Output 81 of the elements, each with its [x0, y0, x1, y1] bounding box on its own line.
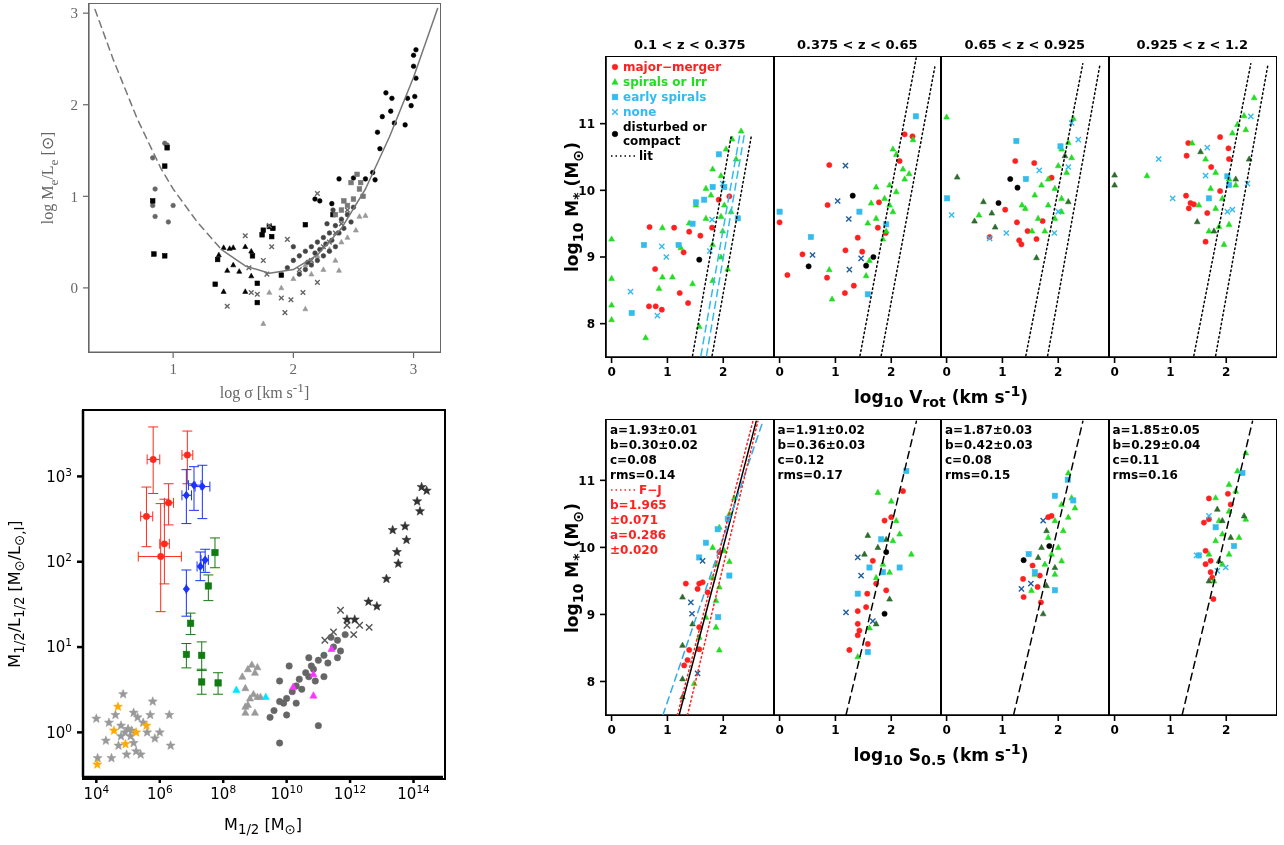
x-tick-label: 10$^{8}$ [210, 783, 237, 804]
x-axis-title: log σ [km s$^{-1}$] [219, 380, 310, 402]
y-tick-label: 3 [70, 5, 78, 22]
legend-label: lit [639, 149, 653, 163]
y-tick-label: 1 [70, 188, 78, 205]
x-tick-label: 2 [719, 365, 728, 380]
x-tick-label: 0 [607, 723, 616, 738]
annotation: c=0.08 [610, 453, 657, 467]
annotation: a=1.85±0.05 [1112, 423, 1200, 437]
chart-title: 0.1 < z < 0.375 [633, 37, 746, 52]
annotation: b=1.965 [610, 498, 667, 512]
x-tick-label: 0 [942, 365, 951, 380]
chart-title: 0.375 < z < 0.65 [796, 37, 918, 52]
legend-label: spirals or Irr [623, 75, 707, 89]
annotation: c=0.11 [1112, 453, 1160, 467]
annotation: b=0.29±0.04 [1112, 438, 1201, 452]
annotation: a=1.93±0.01 [610, 423, 698, 437]
x-tick-label: 1 [169, 361, 177, 378]
y-tick-label: 10$^{2}$ [46, 550, 72, 571]
annotation: ±0.071 [610, 513, 659, 527]
annotation: c=0.08 [945, 453, 992, 467]
annotation: rms=0.15 [945, 468, 1011, 482]
x-tick-label: 1 [1165, 723, 1175, 738]
x-tick-label: 2 [289, 361, 298, 378]
annotation: c=0.12 [777, 453, 825, 467]
x-tick-label: 1 [998, 365, 1007, 380]
x-tick-label: 1 [1165, 365, 1175, 380]
y-tick-label: 9 [586, 607, 595, 622]
x-tick-label: 2 [1054, 723, 1063, 738]
legend-label: none [623, 105, 657, 119]
y-tick-label: 9 [586, 250, 595, 265]
x-tick-label: 3 [409, 361, 418, 378]
annotation: a=1.87±0.03 [945, 423, 1033, 437]
annotation: rms=0.17 [777, 468, 843, 482]
x-tick-label: 2 [1054, 365, 1063, 380]
x-tick-label: 1 [663, 723, 672, 738]
annotation: b=0.36±0.03 [777, 438, 866, 452]
chart-title: 0.925 < z < 1.2 [1136, 37, 1249, 52]
x-axis-title: M$_{1/2}$ [M$_{⊙}$] [224, 815, 302, 838]
annotation: b=0.42±0.03 [945, 438, 1033, 452]
x-tick-label: 2 [886, 365, 895, 380]
x-tick-label: 10$^{14}$ [397, 783, 431, 804]
x-tick-label: 0 [942, 723, 951, 738]
legend-label: early spirals [623, 90, 707, 104]
x-tick-label: 10$^{10}$ [270, 783, 303, 804]
x-tick-label: 1 [998, 723, 1007, 738]
x-tick-label: 0 [774, 365, 784, 380]
x-tick-label: 2 [886, 723, 895, 738]
legend-label: F−J [639, 483, 662, 497]
y-tick-label: 8 [586, 674, 595, 689]
x-tick-label: 1 [830, 723, 840, 738]
x-axis-title: log$_{10}$ S$_{0.5}$ (km s$^{-1}$) [853, 741, 1029, 769]
x-tick-label: 2 [1221, 723, 1230, 738]
x-tick-label: 1 [830, 365, 840, 380]
y-tick-label: 0 [70, 280, 78, 297]
annotation: b=0.30±0.02 [610, 438, 698, 452]
annotation: rms=0.14 [610, 468, 676, 482]
y-tick-label: 8 [586, 316, 595, 331]
x-tick-label: 10$^{6}$ [146, 783, 173, 804]
y-tick-label: 2 [70, 96, 78, 113]
annotation: a=1.91±0.02 [777, 423, 865, 437]
x-axis-title: log$_{10}$ V$_{rot}$ (km s$^{-1}$) [853, 383, 1029, 411]
x-tick-label: 10$^{4}$ [83, 783, 110, 804]
y-tick-label: 10$^{3}$ [46, 465, 72, 486]
x-tick-label: 1 [663, 365, 672, 380]
x-tick-label: 10$^{12}$ [333, 783, 367, 804]
x-tick-label: 0 [1109, 723, 1119, 738]
y-tick-label: 10$^{0}$ [46, 721, 72, 742]
y-tick-label: 11 [578, 116, 595, 131]
x-tick-label: 0 [1109, 365, 1119, 380]
chart-title: 0.65 < z < 0.925 [964, 37, 1086, 52]
y-tick-label: 11 [578, 473, 595, 488]
legend-label: major−merger [623, 60, 722, 74]
x-tick-label: 2 [719, 723, 728, 738]
annotation: rms=0.16 [1112, 468, 1178, 482]
x-tick-label: 0 [774, 723, 784, 738]
y-tick-label: 10$^{1}$ [46, 636, 72, 657]
x-tick-label: 0 [607, 365, 616, 380]
annotation: ±0.020 [610, 543, 659, 557]
annotation: a=0.286 [610, 528, 667, 542]
x-tick-label: 2 [1221, 365, 1230, 380]
